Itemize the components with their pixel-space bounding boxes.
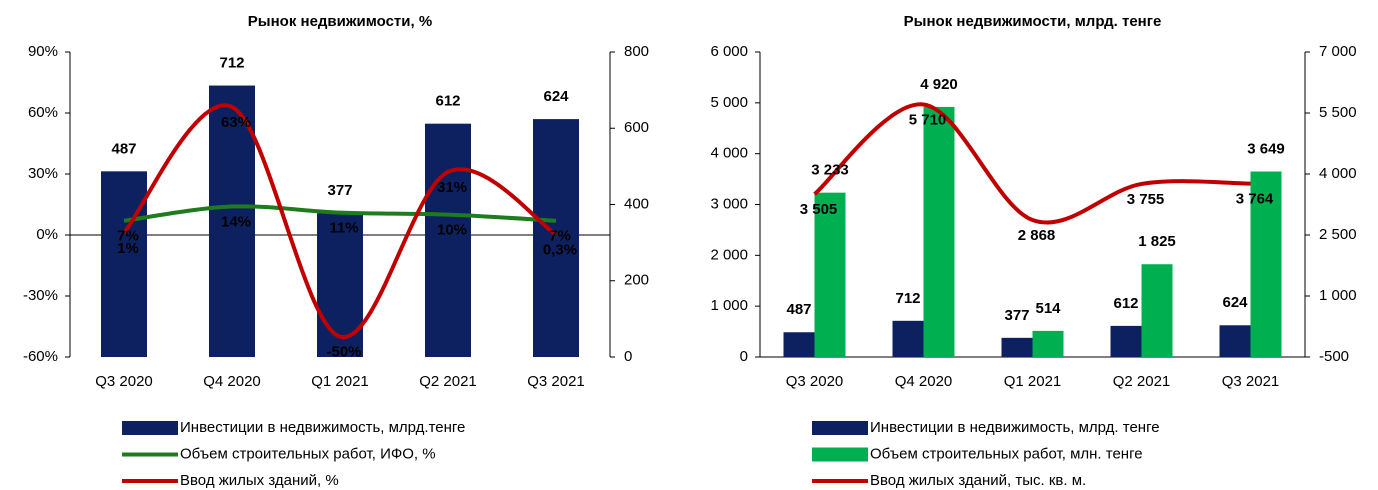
y-tick-label: 0%: [36, 226, 58, 243]
legend-swatch: [122, 421, 178, 435]
chart-title: Рынок недвижимости, %: [248, 13, 432, 30]
x-tick-label: Q1 2021: [1004, 373, 1062, 390]
y2-tick-label: 400: [624, 195, 649, 212]
legend-swatch: [812, 421, 868, 435]
y-tick-label: -60%: [23, 348, 58, 365]
bar: [892, 320, 924, 357]
y-tick-label: -30%: [23, 287, 58, 304]
legend-label: Ввод жилых зданий, %: [180, 472, 339, 489]
x-tick-label: Q3 2020: [95, 373, 153, 390]
bar: [101, 171, 147, 357]
data-label: -50%: [326, 344, 361, 361]
line: [813, 102, 1251, 225]
chart-title: Рынок недвижимости, млрд. тенге: [904, 13, 1162, 30]
y2-tick-label: 200: [624, 272, 649, 289]
y2-tick-label: 0: [624, 348, 632, 365]
y-tick-label: 30%: [28, 165, 58, 182]
x-tick-label: Q3 2020: [786, 373, 844, 390]
bar: [814, 192, 846, 357]
data-label: 3 233: [811, 162, 849, 179]
data-label: 31%: [437, 179, 467, 196]
y2-tick-label: 600: [624, 119, 649, 136]
y-tick-label: 60%: [28, 104, 58, 121]
bar: [783, 332, 815, 357]
x-tick-label: Q1 2021: [311, 373, 369, 390]
y-tick-label: 5 000: [710, 94, 748, 111]
line: [122, 103, 558, 339]
data-label: 3 755: [1127, 191, 1165, 208]
bar: [1001, 337, 1033, 357]
bar: [533, 119, 579, 357]
x-tick-label: Q4 2020: [203, 373, 261, 390]
x-tick-label: Q3 2021: [1222, 373, 1280, 390]
bar: [923, 106, 955, 358]
x-tick-label: Q3 2021: [527, 373, 585, 390]
bar: [1219, 325, 1251, 357]
data-label: 1 825: [1138, 233, 1176, 250]
data-label: 377: [1004, 307, 1029, 324]
data-label: 4 920: [920, 76, 958, 93]
y-tick-label: 90%: [28, 43, 58, 60]
bar: [1110, 325, 1142, 357]
data-label: 624: [1222, 294, 1248, 311]
legend-label: Объем строительных работ, ИФО, %: [180, 445, 436, 462]
bar: [1032, 330, 1064, 357]
y2-tick-label: 5 500: [1319, 104, 1357, 121]
data-label: 487: [786, 301, 811, 318]
data-label: 5 710: [909, 111, 947, 128]
line: [123, 204, 557, 223]
data-label: 3 764: [1236, 191, 1274, 208]
legend-label: Ввод жилых зданий, тыс. кв. м.: [870, 472, 1086, 489]
x-tick-label: Q2 2021: [1113, 373, 1171, 390]
y2-tick-label: 7 000: [1319, 43, 1357, 60]
x-tick-label: Q2 2021: [419, 373, 477, 390]
data-label: 11%: [329, 220, 358, 237]
y2-tick-label: 4 000: [1319, 165, 1357, 182]
y-tick-label: 4 000: [710, 145, 748, 162]
y2-tick-label: -500: [1319, 348, 1349, 365]
data-label: 14%: [221, 214, 251, 231]
legend-swatch: [812, 447, 868, 462]
y-tick-label: 3 000: [710, 195, 748, 212]
data-label: 712: [895, 290, 920, 307]
legend-label: Инвестиции в недвижимость, млрд. тенге: [870, 419, 1160, 436]
data-label: 63%: [221, 114, 251, 131]
bar: [425, 123, 471, 357]
y-tick-label: 6 000: [710, 43, 748, 60]
data-label: 7%: [549, 228, 571, 245]
legend-label: Объем строительных работ, млн. тенге: [870, 445, 1143, 462]
y-tick-label: 1 000: [710, 297, 748, 314]
data-label: 10%: [437, 222, 467, 239]
bar: [209, 85, 255, 358]
data-label: 3 505: [800, 201, 838, 218]
y2-tick-label: 1 000: [1319, 287, 1357, 304]
bar: [1141, 264, 1173, 357]
data-label: 712: [219, 55, 244, 72]
data-label: 2 868: [1018, 227, 1056, 244]
bar: [1250, 171, 1282, 357]
x-tick-label: Q4 2020: [895, 373, 953, 390]
data-label: 377: [327, 182, 352, 199]
data-label: 3 649: [1247, 140, 1285, 157]
legend-label: Инвестиции в недвижимость, млрд.тенге: [180, 419, 465, 436]
y2-tick-label: 2 500: [1319, 226, 1357, 243]
data-label: 1%: [117, 240, 139, 257]
y-tick-label: 0: [740, 348, 748, 365]
data-label: 612: [1113, 295, 1138, 312]
y-tick-label: 2 000: [710, 246, 748, 263]
data-label: 624: [543, 88, 569, 105]
data-label: 487: [111, 140, 136, 157]
data-label: 7%: [117, 228, 139, 245]
y2-tick-label: 800: [624, 43, 649, 60]
data-label: 612: [435, 93, 460, 110]
data-label: 0,3%: [543, 241, 577, 258]
data-label: 514: [1035, 300, 1061, 317]
